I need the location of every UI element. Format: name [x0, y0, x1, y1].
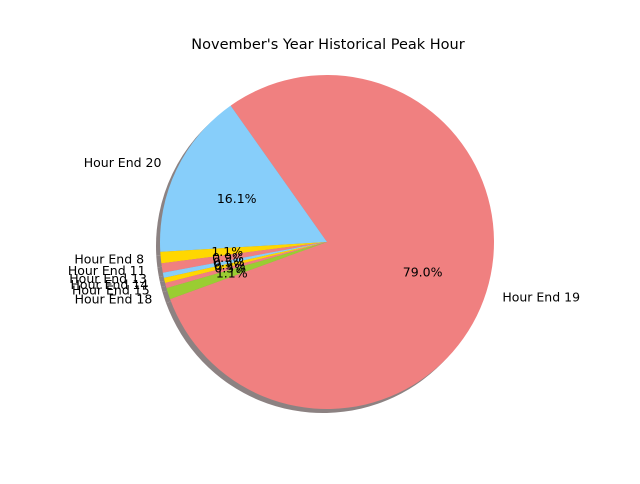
wedge-hour-end-13 — [162, 242, 327, 278]
wedge-hour-end-14 — [163, 242, 327, 284]
slice-percent-hour-end-19: 79.0% — [403, 264, 443, 279]
slice-label-hour-end-19: Hour End 19 — [502, 289, 580, 304]
wedge-hour-end-15 — [165, 242, 327, 289]
slice-percent-hour-end-8: 1.1% — [211, 244, 243, 259]
wedge-hour-end-18 — [166, 242, 327, 300]
slice-percent-hour-end-13: 0.5% — [213, 255, 245, 270]
slice-label-hour-end-15: Hour End 15 — [72, 282, 150, 297]
wedge-hour-end-20 — [160, 105, 327, 252]
wedge-hour-end-19 — [170, 75, 494, 410]
slice-label-hour-end-8: Hour End 8 — [74, 252, 144, 267]
slice-percent-hour-end-11: 0.9% — [212, 250, 244, 265]
slice-percent-hour-end-20: 16.1% — [217, 191, 257, 206]
pie-wedges — [160, 75, 494, 410]
wedge-hour-end-11 — [161, 242, 327, 273]
slice-label-hour-end-11: Hour End 11 — [68, 263, 146, 278]
slice-label-hour-end-18: Hour End 18 — [75, 291, 153, 306]
slice-label-hour-end-14: Hour End 14 — [71, 277, 149, 292]
slice-percent-hour-end-15: 0.5% — [214, 261, 246, 276]
pie-labels: Hour End 19 79.0% Hour End 20 16.1% Hour End… — [68, 155, 580, 306]
wedge-hour-end-8 — [160, 242, 327, 264]
slice-percent-hour-end-14: 0.5% — [214, 258, 246, 273]
slice-percent-hour-end-18: 1.1% — [216, 265, 248, 280]
slice-label-hour-end-20: Hour End 20 — [84, 155, 162, 170]
chart-title: November's Year Historical Peak Hour — [191, 37, 464, 53]
slice-label-hour-end-13: Hour End 13 — [69, 271, 147, 286]
